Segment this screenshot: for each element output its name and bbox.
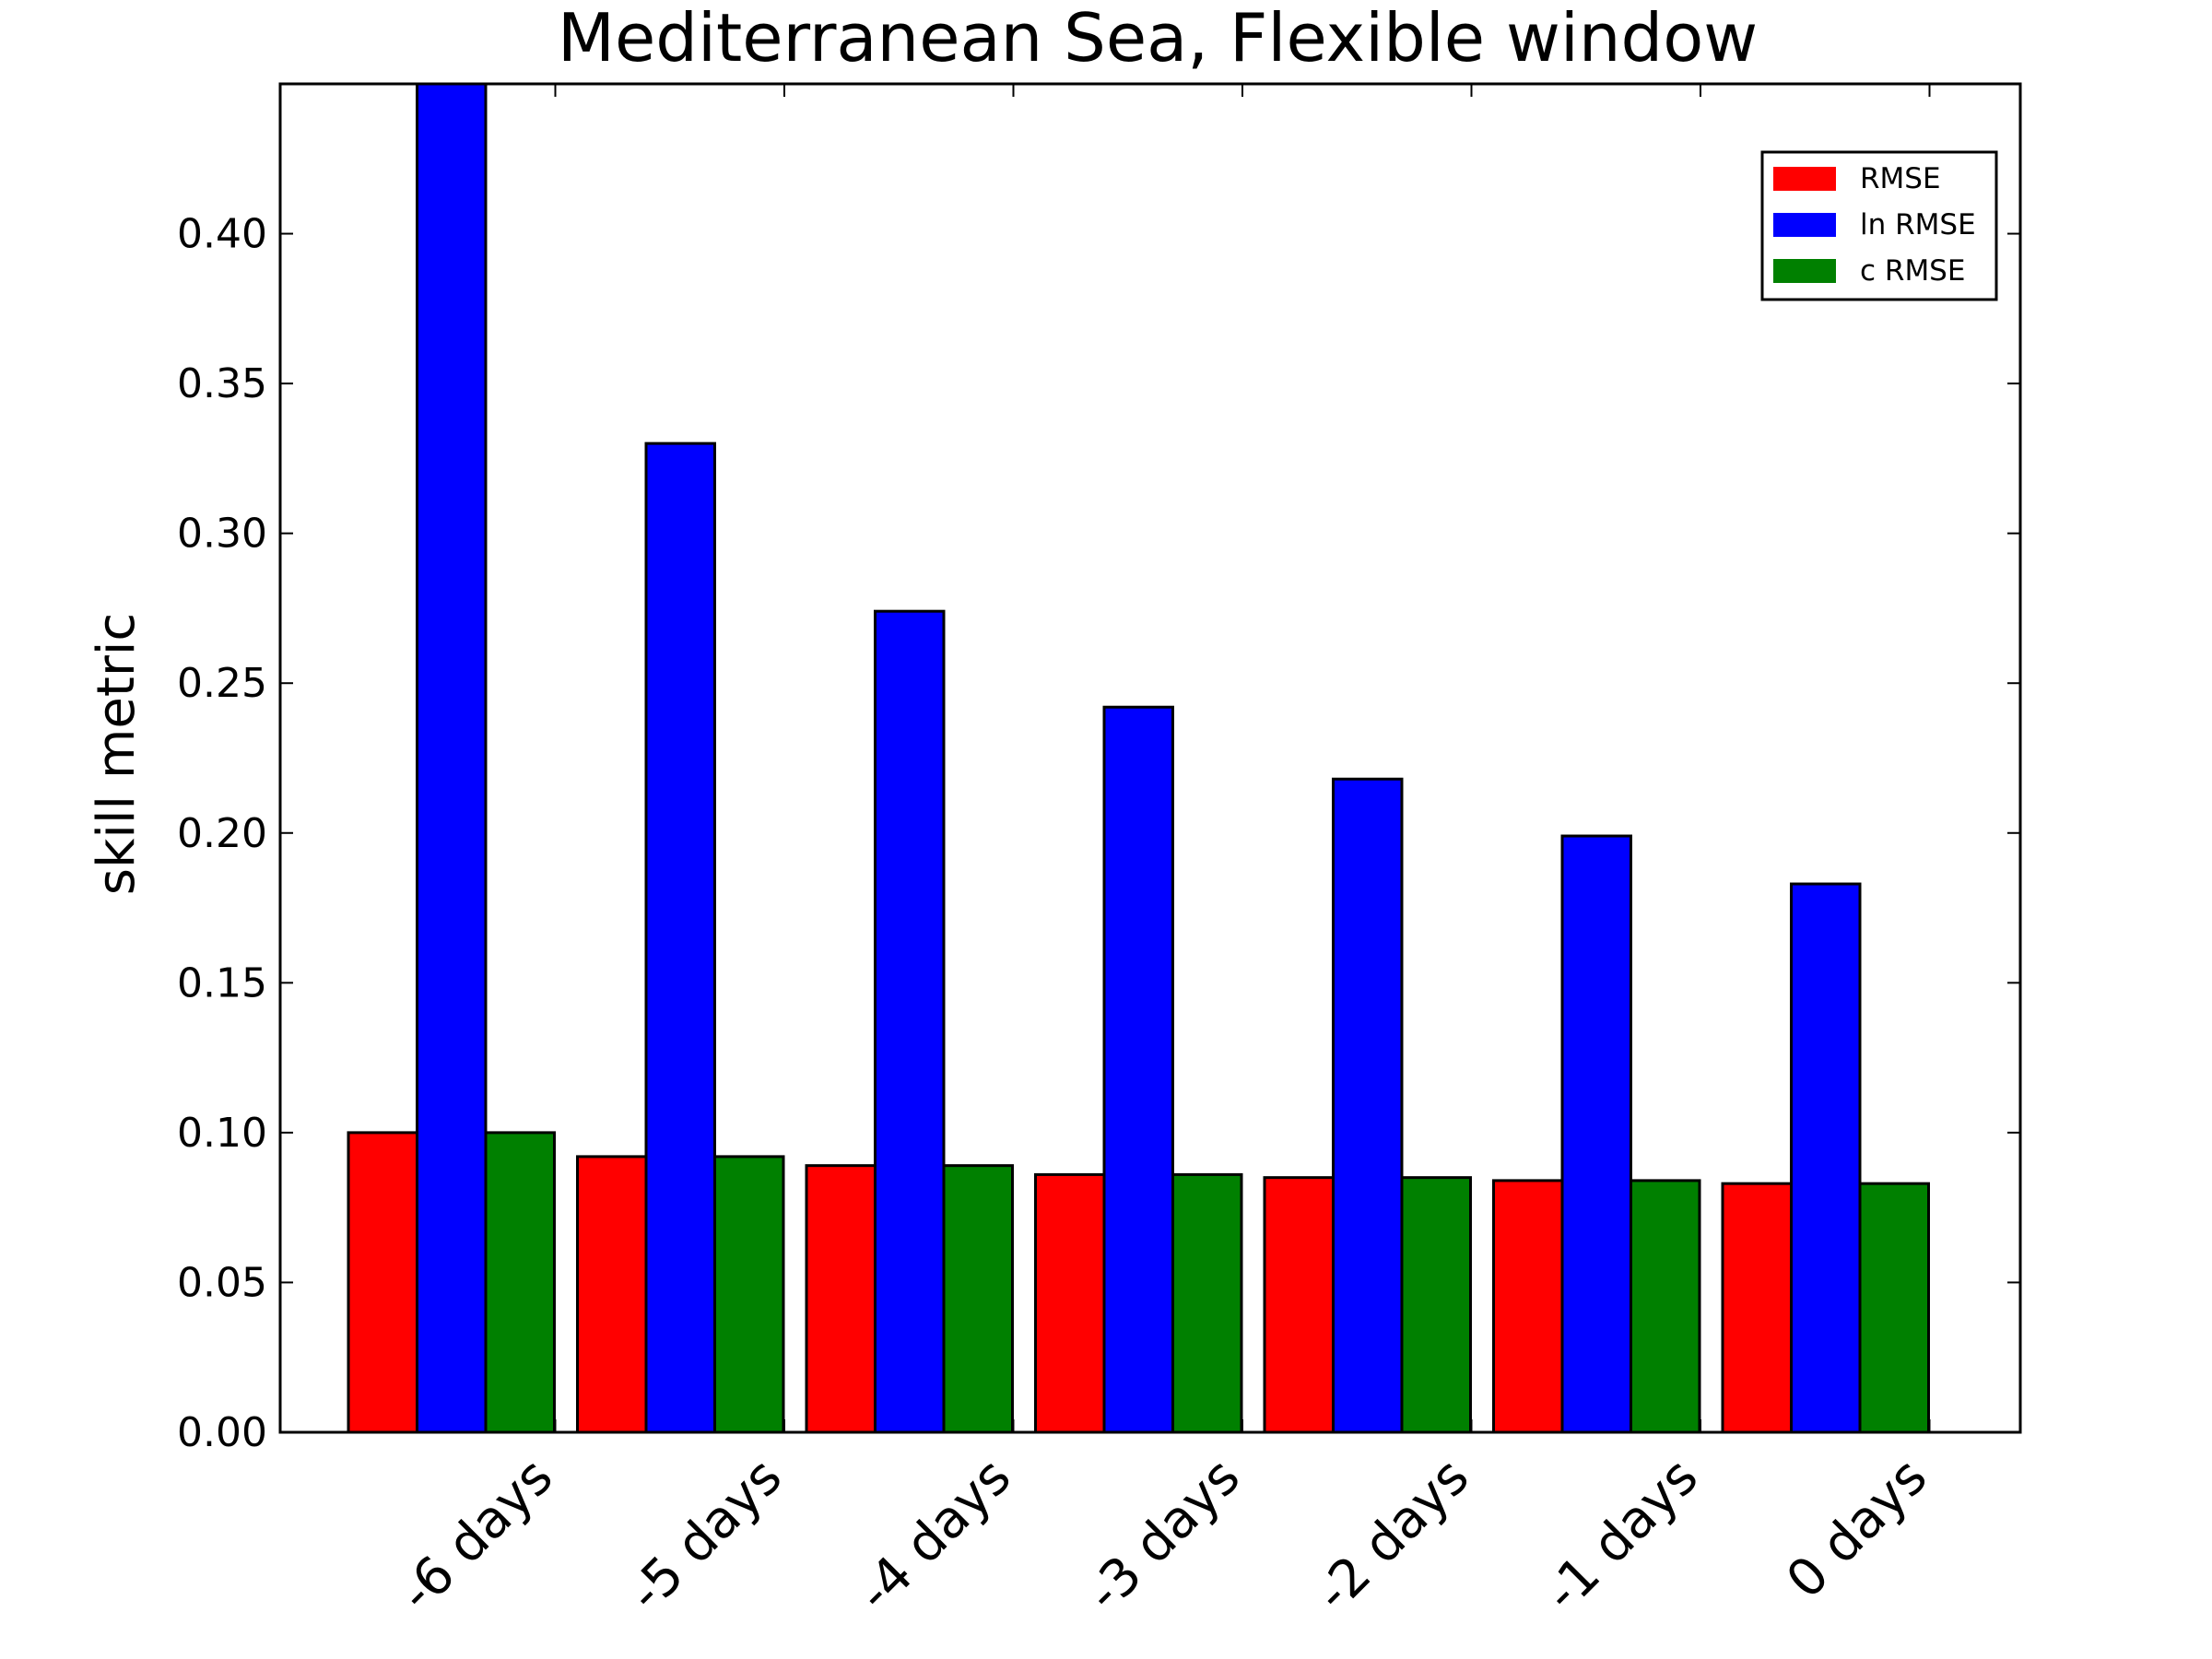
chart-title: Mediterranean Sea, Flexible window — [558, 0, 1758, 76]
x-tick-label: -5 days — [617, 1447, 794, 1624]
plot-frame — [278, 82, 2022, 1434]
x-tick-label: -4 days — [846, 1447, 1023, 1624]
bar-ln-rmse-0 — [416, 82, 488, 1434]
x-tick-label: -3 days — [1075, 1447, 1252, 1624]
bar-ln-rmse-4 — [1332, 777, 1404, 1434]
bar-ln-rmse-6 — [1790, 882, 1862, 1434]
y-tick-label: 0.30 — [177, 511, 267, 558]
y-tick-label: 0.35 — [177, 360, 267, 407]
bar-c-rmse-5 — [1630, 1179, 1701, 1434]
bar-rmse-4 — [1263, 1176, 1335, 1434]
bar-ln-rmse-2 — [874, 609, 946, 1434]
bar-rmse-2 — [805, 1164, 877, 1434]
bar-c-rmse-4 — [1400, 1176, 1472, 1434]
y-tick-label: 0.15 — [177, 959, 267, 1006]
legend-label: c RMSE — [1860, 254, 1965, 288]
bar-ln-rmse-1 — [644, 441, 716, 1434]
bars-group — [347, 82, 1930, 1434]
bar-rmse-1 — [576, 1155, 648, 1434]
bar-c-rmse-6 — [1858, 1182, 1930, 1434]
legend-swatch-1 — [1773, 213, 1836, 237]
bar-c-rmse-2 — [942, 1164, 1014, 1434]
bar-c-rmse-0 — [484, 1131, 556, 1434]
bar-rmse-0 — [347, 1131, 418, 1434]
bar-rmse-6 — [1721, 1182, 1793, 1434]
legend-label: ln RMSE — [1860, 208, 1976, 241]
y-tick-label: 0.10 — [177, 1110, 267, 1157]
bar-ln-rmse-3 — [1102, 705, 1174, 1434]
bar-c-rmse-3 — [1171, 1172, 1243, 1434]
y-tick-label: 0.00 — [177, 1409, 267, 1456]
y-axis-label: skill metric — [87, 613, 147, 895]
x-tick-label: 0 days — [1775, 1447, 1938, 1610]
legend-swatch-0 — [1773, 167, 1836, 191]
y-tick-label: 0.40 — [177, 211, 267, 258]
y-tick-label: 0.20 — [177, 810, 267, 857]
x-tick-label: -2 days — [1304, 1447, 1481, 1624]
legend: RMSE ln RMSE c RMSE — [1760, 150, 1998, 301]
x-tick-label: -1 days — [1533, 1447, 1710, 1624]
x-tick-label: -6 days — [388, 1447, 565, 1624]
y-tick-label: 0.25 — [177, 660, 267, 707]
bar-rmse-5 — [1492, 1179, 1564, 1434]
bar-c-rmse-1 — [713, 1155, 785, 1434]
bar-rmse-3 — [1034, 1172, 1106, 1434]
y-tick-label: 0.05 — [177, 1259, 267, 1306]
legend-swatch-2 — [1773, 259, 1836, 283]
bar-ln-rmse-5 — [1560, 834, 1632, 1434]
legend-label: RMSE — [1860, 162, 1941, 195]
